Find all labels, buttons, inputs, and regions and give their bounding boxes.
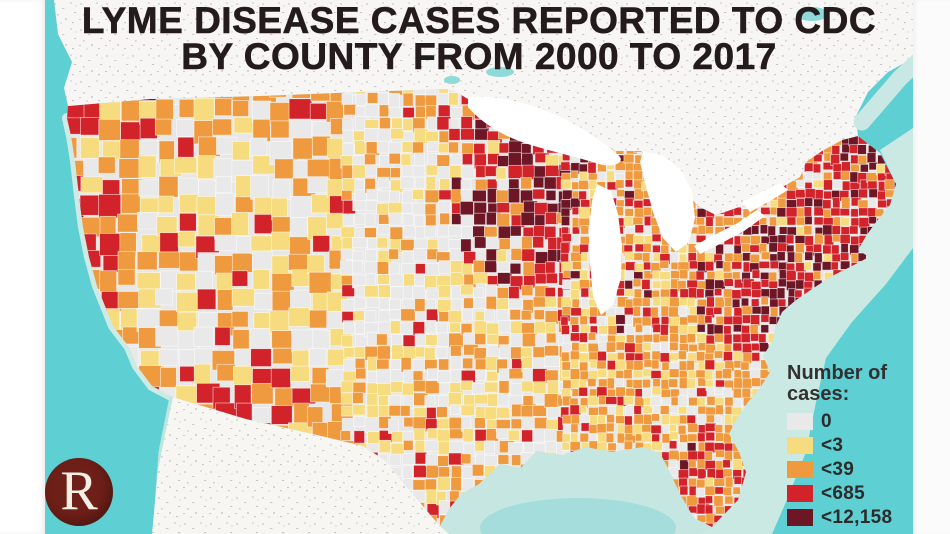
legend-heading-line1: Number of bbox=[787, 362, 887, 384]
lake-ontario bbox=[742, 183, 788, 212]
legend-swatch bbox=[787, 509, 813, 526]
atlantic-shelf bbox=[698, 128, 913, 534]
lake-superior bbox=[468, 96, 621, 166]
legend-swatch bbox=[787, 437, 813, 454]
legend-swatch bbox=[787, 461, 813, 478]
map-title-line1: LYME DISEASE CASES REPORTED TO CDC bbox=[81, 0, 877, 41]
map-legend: Number of cases: 0 <3 <39 <685 <12,158 bbox=[787, 363, 915, 533]
legend-row: <12,158 bbox=[787, 506, 915, 528]
legend-row: <685 bbox=[787, 482, 915, 504]
gulf-deep-water bbox=[480, 498, 676, 534]
canada-lake bbox=[444, 76, 460, 84]
lake-erie bbox=[694, 210, 765, 254]
map-title-line2: BY COUNTY FROM 2000 TO 2017 bbox=[181, 36, 777, 77]
legend-heading: Number of cases: bbox=[787, 363, 915, 405]
legend-heading-line2: cases: bbox=[787, 383, 850, 405]
left-margin-strip bbox=[0, 0, 45, 534]
legend-label: <685 bbox=[821, 482, 865, 504]
legend-rows: 0 <3 <39 <685 <12,158 bbox=[787, 410, 915, 528]
legend-label: <12,158 bbox=[821, 506, 893, 528]
legend-label: 0 bbox=[821, 410, 832, 432]
mexico-landmass bbox=[152, 397, 449, 534]
legend-row: <3 bbox=[787, 434, 915, 456]
legend-label: <3 bbox=[821, 434, 844, 456]
canada-lake bbox=[796, 7, 828, 21]
legend-swatch bbox=[787, 485, 813, 502]
map-title: LYME DISEASE CASES REPORTED TO CDC BY CO… bbox=[45, 0, 913, 77]
publisher-logo: R bbox=[45, 458, 113, 526]
legend-row: <39 bbox=[787, 458, 915, 480]
lake-michigan bbox=[589, 184, 622, 315]
great-lakes bbox=[468, 96, 788, 315]
legend-swatch bbox=[787, 413, 813, 430]
publisher-logo-letter: R bbox=[60, 460, 98, 522]
canada-lake bbox=[486, 67, 514, 77]
right-margin-strip bbox=[913, 0, 950, 534]
lake-huron bbox=[640, 151, 695, 252]
legend-row: 0 bbox=[787, 410, 915, 432]
legend-label: <39 bbox=[821, 458, 855, 480]
